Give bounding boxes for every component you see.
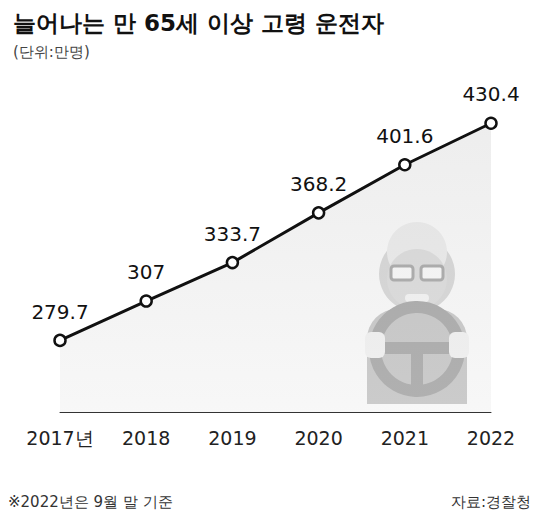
svg-text:333.7: 333.7: [204, 222, 261, 246]
svg-text:2019: 2019: [208, 427, 256, 449]
svg-text:2021: 2021: [381, 427, 429, 449]
svg-text:2017년: 2017년: [26, 427, 93, 449]
svg-text:늘어나는 만 65세 이상 고령 운전자: 늘어나는 만 65세 이상 고령 운전자: [13, 10, 384, 36]
svg-text:307: 307: [127, 260, 165, 284]
svg-text:2018: 2018: [122, 427, 170, 449]
svg-text:401.6: 401.6: [376, 124, 433, 148]
svg-text:2020: 2020: [294, 427, 342, 449]
svg-text:279.7: 279.7: [31, 300, 88, 324]
svg-text:2022: 2022: [467, 427, 515, 449]
svg-text:자료:경찰청: 자료:경찰청: [451, 493, 531, 511]
svg-text:(단위:만명): (단위:만명): [13, 43, 90, 61]
svg-text:※2022년은 9월 말 기준: ※2022년은 9월 말 기준: [8, 493, 173, 511]
svg-text:430.4: 430.4: [462, 82, 519, 106]
svg-text:368.2: 368.2: [290, 172, 347, 196]
